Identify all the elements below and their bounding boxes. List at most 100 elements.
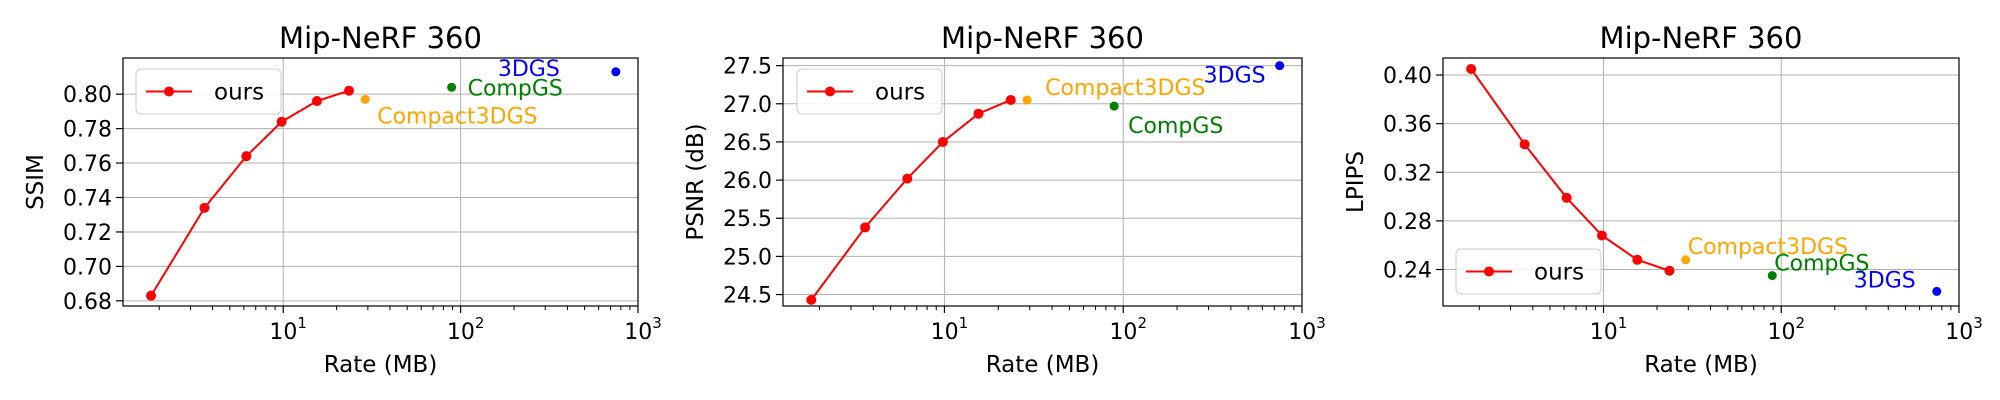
annotation-Compact3DGS: Compact3DGS [1688, 235, 1848, 260]
annotation-Compact3DGS: Compact3DGS [377, 104, 537, 129]
x-tick-label: 101 [1590, 314, 1628, 345]
y-tick-label: 0.78 [63, 118, 112, 143]
y-axis-label: PSNR (dB) [683, 123, 709, 240]
y-tick-label: 25.0 [723, 245, 772, 270]
x-tick-exponent: 1 [959, 314, 969, 332]
legend-box [1455, 248, 1602, 295]
x-tick-base: 10 [1945, 320, 1973, 345]
series-line-ours [1470, 68, 1670, 272]
legend-label: ours [1534, 260, 1584, 286]
y-tick-label: 26.0 [723, 169, 772, 194]
series-line-ours [150, 89, 350, 297]
chart-title: Mip-NeRF 360 [941, 21, 1144, 55]
annotation-3DGS: 3DGS [498, 57, 560, 82]
data-point-ours [1519, 139, 1530, 150]
x-tick-base: 10 [1590, 320, 1618, 345]
y-tick-label: 27.0 [723, 93, 772, 118]
x-tick-label: 101 [931, 314, 969, 345]
method-point-3DGS [1932, 286, 1942, 296]
x-tick-label: 102 [1767, 314, 1805, 345]
annotation-3DGS: 3DGS [1854, 268, 1916, 293]
y-tick-label: 0.24 [1383, 259, 1432, 284]
y-tick-label: 0.40 [1383, 64, 1432, 89]
panel-ssim: 101 102 1030.680.700.720.740.760.780.80Mip… [23, 21, 662, 378]
y-axis-label: LPIPS [1343, 151, 1369, 213]
y-tick-label: 0.68 [63, 290, 112, 315]
data-point-ours [1466, 63, 1477, 74]
x-tick-base: 10 [931, 320, 959, 345]
x-tick-label: 102 [447, 314, 485, 345]
y-tick-label: 0.28 [1383, 210, 1432, 235]
data-point-ours [276, 116, 287, 127]
x-tick-base: 10 [447, 320, 475, 345]
method-point-3DGS [611, 67, 621, 77]
x-tick-exponent: 3 [1973, 314, 1983, 332]
plot-frame [122, 57, 639, 307]
x-axis-label: Rate (MB) [324, 352, 438, 378]
data-point-ours [146, 290, 157, 301]
y-tick-label: 0.70 [63, 255, 112, 280]
x-tick-exponent: 2 [1795, 314, 1805, 332]
legend-box [796, 68, 943, 115]
x-tick-exponent: 3 [652, 314, 662, 332]
x-tick-base: 10 [1767, 320, 1795, 345]
x-axis-label: Rate (MB) [1644, 352, 1758, 378]
x-tick-exponent: 2 [475, 314, 485, 332]
y-tick-label: 24.5 [723, 284, 772, 309]
method-point-CompGS [1767, 271, 1777, 281]
method-point-Compact3DGS [1681, 255, 1691, 265]
x-tick-label: 101 [269, 314, 307, 345]
legend-label: ours [214, 80, 264, 106]
data-point-ours [1005, 94, 1016, 105]
x-axis-label: Rate (MB) [986, 352, 1100, 378]
plot-frame [1442, 57, 1960, 307]
annotation-Compact3DGS: Compact3DGS [1045, 76, 1205, 101]
data-point-ours [199, 202, 210, 213]
x-tick-base: 10 [624, 320, 652, 345]
legend-marker [1484, 266, 1494, 277]
x-tick-label: 103 [1288, 314, 1326, 345]
data-point-ours [860, 222, 871, 233]
annotation-3DGS: 3DGS [1204, 64, 1266, 89]
data-point-ours [902, 173, 913, 184]
data-point-ours [973, 108, 984, 119]
method-point-Compact3DGS [360, 94, 370, 104]
data-point-ours [1664, 265, 1675, 276]
legend-box [135, 68, 282, 115]
legend-marker [164, 86, 174, 97]
x-tick-base: 10 [1288, 320, 1316, 345]
x-tick-label: 103 [624, 314, 662, 345]
x-tick-exponent: 2 [1137, 314, 1147, 332]
y-tick-label: 0.80 [63, 83, 112, 108]
x-tick-label: 103 [1945, 314, 1983, 345]
x-tick-exponent: 1 [297, 314, 307, 332]
x-tick-base: 10 [1109, 320, 1137, 345]
x-tick-label: 102 [1109, 314, 1147, 345]
plot-frame [782, 57, 1303, 307]
annotation-CompGS: CompGS [1128, 114, 1223, 139]
series-line-ours [810, 99, 1012, 301]
data-point-ours [344, 85, 355, 96]
annotation-CompGS: CompGS [1774, 252, 1869, 277]
y-tick-label: 27.5 [723, 55, 772, 80]
data-point-ours [1596, 230, 1607, 241]
legend-label: ours [875, 80, 925, 106]
data-point-ours [1632, 254, 1643, 265]
data-point-ours [311, 96, 322, 107]
legend-marker [825, 86, 835, 97]
y-tick-label: 0.72 [63, 221, 112, 246]
chart-title: Mip-NeRF 360 [1600, 21, 1803, 55]
method-point-CompGS [447, 82, 457, 92]
panel-psnr: 101 102 10324.525.025.526.026.527.027.5Mip… [683, 21, 1326, 378]
y-tick-label: 0.74 [63, 187, 112, 212]
y-tick-label: 26.5 [723, 131, 772, 156]
data-point-ours [937, 136, 948, 147]
y-tick-label: 0.32 [1383, 161, 1432, 186]
data-point-ours [1561, 192, 1572, 203]
method-point-3DGS [1275, 61, 1285, 71]
y-tick-label: 25.5 [723, 207, 772, 232]
x-tick-base: 10 [269, 320, 297, 345]
chart-title: Mip-NeRF 360 [279, 21, 482, 55]
